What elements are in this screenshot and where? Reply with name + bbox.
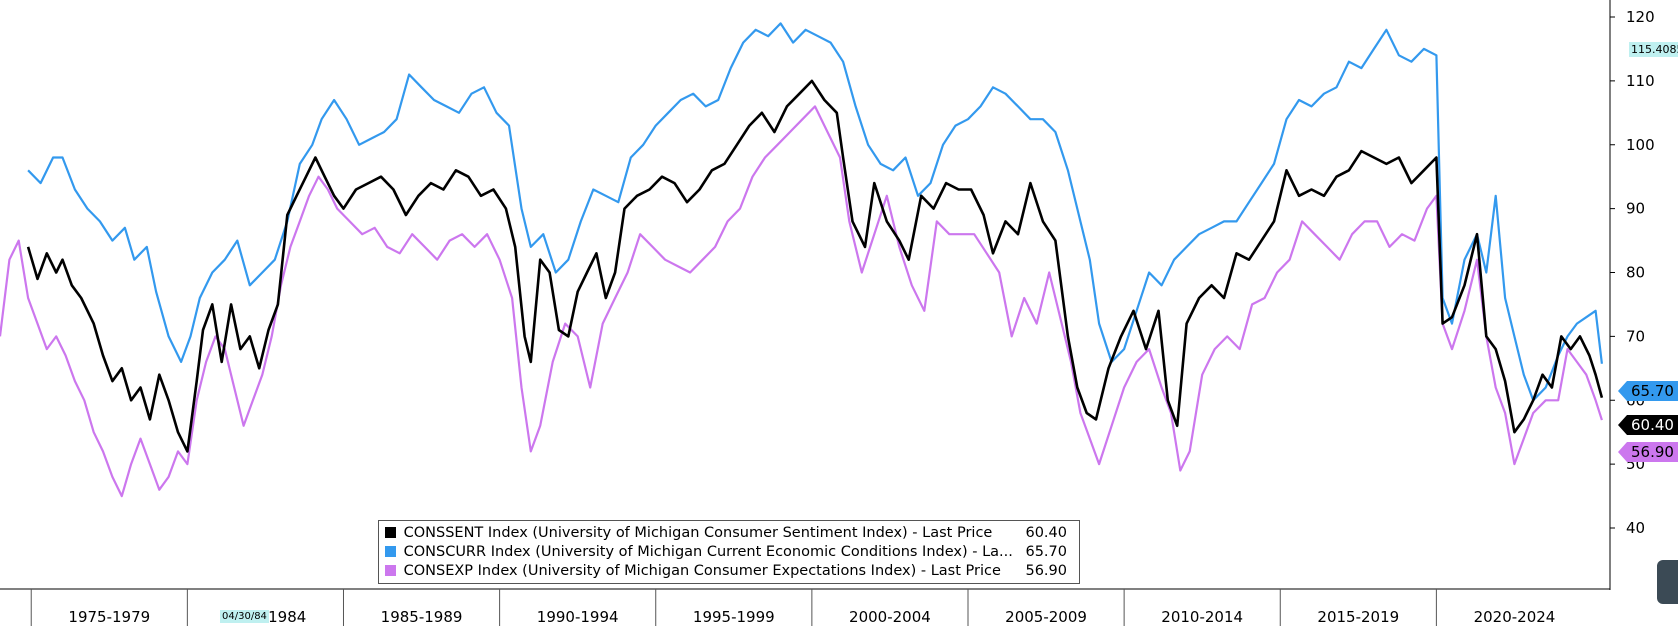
- y-tick-label: 90: [1626, 200, 1645, 218]
- x-period-label: 1985-1989: [381, 608, 463, 626]
- current-badge: 65.70: [1618, 381, 1678, 401]
- x-period-label: 1990-1994: [537, 608, 619, 626]
- legend: CONSSENT Index (University of Michigan C…: [378, 520, 1080, 584]
- expectations-badge: 56.90: [1618, 442, 1678, 462]
- expectations-badge-value: 56.90: [1631, 443, 1674, 461]
- legend-value-sentiment: 60.40: [1025, 525, 1067, 541]
- legend-value-expectations: 56.90: [1025, 563, 1067, 579]
- current-badge-value: 65.70: [1631, 382, 1674, 400]
- series-line-expectations: [0, 105, 1603, 498]
- y-tick-label: 110: [1626, 72, 1655, 90]
- x-period-label: 2020-2024: [1474, 608, 1556, 626]
- legend-label-current: CONSCURR Index (University of Michigan C…: [403, 544, 1013, 560]
- y-tick-label: 70: [1626, 327, 1645, 345]
- scroll-handle[interactable]: [1657, 560, 1678, 604]
- series-lines: [0, 22, 1604, 498]
- sentiment-badge-value: 60.40: [1631, 416, 1674, 434]
- legend-item-expectations[interactable]: CONSEXP Index (University of Michigan Co…: [385, 562, 1073, 581]
- sentiment-badge: 60.40: [1618, 415, 1678, 435]
- legend-item-sentiment[interactable]: CONSSENT Index (University of Michigan C…: [385, 524, 1073, 543]
- x-period-label: 2005-2009: [1005, 608, 1087, 626]
- x-period-label: 2010-2014: [1161, 608, 1243, 626]
- legend-label-expectations: CONSEXP Index (University of Michigan Co…: [403, 563, 1001, 579]
- date-marker: 04/30/84: [220, 610, 269, 623]
- x-period-label: 1975-1979: [68, 608, 150, 626]
- y-axis: 405060708090100110120: [1609, 0, 1655, 590]
- x-period-label: 2000-2004: [849, 608, 931, 626]
- x-period-label: 1995-1999: [693, 608, 775, 626]
- y-tick-label: 80: [1626, 264, 1645, 282]
- y-tick-label: 100: [1626, 136, 1655, 154]
- highlight-value-label: 115.4085: [1629, 42, 1678, 57]
- y-tick-label: 120: [1626, 8, 1655, 26]
- x-axis: 1975-19791980-19841985-19891990-19941995…: [0, 588, 1610, 626]
- legend-value-current: 65.70: [1025, 544, 1067, 560]
- legend-label-sentiment: CONSSENT Index (University of Michigan C…: [403, 525, 993, 541]
- x-period-label: 2015-2019: [1317, 608, 1399, 626]
- legend-swatch-expectations: [385, 565, 396, 576]
- y-tick-label: 40: [1626, 519, 1645, 537]
- legend-swatch-current: [385, 546, 396, 557]
- legend-swatch-sentiment: [385, 527, 396, 538]
- series-line-sentiment: [26, 79, 1604, 453]
- legend-item-current[interactable]: CONSCURR Index (University of Michigan C…: [385, 543, 1073, 562]
